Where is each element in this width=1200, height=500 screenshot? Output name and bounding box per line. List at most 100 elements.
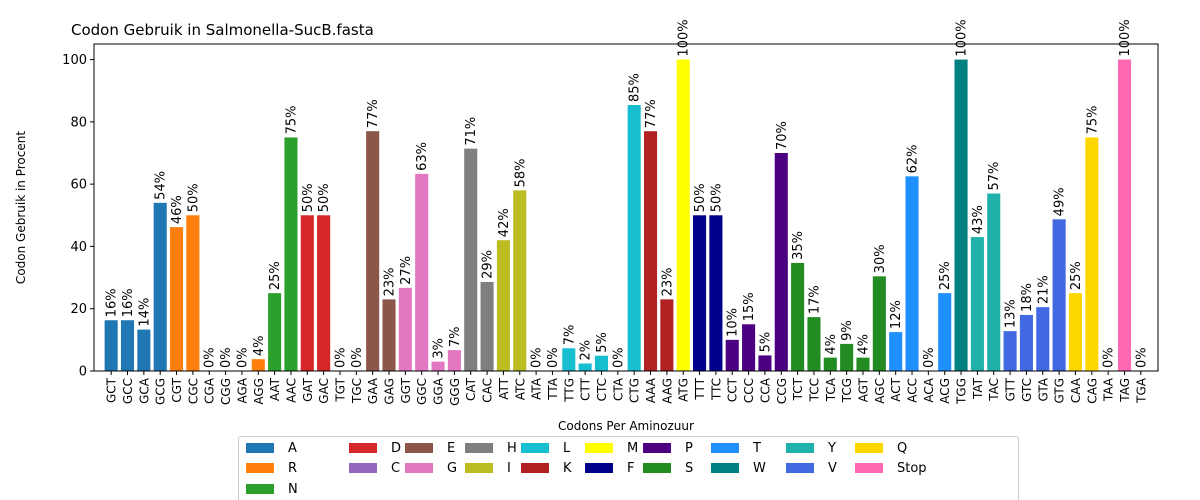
bar-value-label: 50%: [186, 183, 201, 212]
legend-label: I: [507, 460, 511, 476]
bar-TCG: [840, 343, 854, 371]
legend-label: D: [391, 440, 402, 456]
bar-value-label: 0%: [546, 347, 561, 368]
bar-CCT: [725, 339, 739, 371]
legend-label: K: [563, 460, 572, 476]
bar-CTT: [578, 363, 592, 371]
legend-item-e: E: [405, 440, 455, 456]
bar-AGC: [872, 276, 886, 371]
bar-labels-group: 16% 16% 14%54%46% 50%0% 0% 0%4%25%75%50% 50%0%…: [105, 19, 1150, 368]
legend-item-n: N: [246, 481, 298, 497]
bar-value-label: 50%: [301, 183, 316, 212]
bar-value-label: 23%: [383, 267, 398, 296]
bar-value-label: 0%: [333, 347, 348, 368]
legend-swatch: [643, 463, 671, 473]
bar-value-label: 0%: [1134, 347, 1149, 368]
bar-value-label: 25%: [1069, 261, 1084, 290]
bar-GGT: [398, 287, 412, 371]
bar-value-label: 17%: [807, 285, 822, 314]
bar-value-label: 21%: [1036, 275, 1051, 304]
legend-item-k: K: [521, 460, 572, 476]
legend-label: V: [828, 460, 837, 476]
legend-label: T: [753, 440, 761, 456]
x-tick-label: AAA: [644, 377, 658, 403]
legend-label: H: [507, 440, 517, 456]
bar-value-label: 3%: [432, 338, 447, 359]
plot-frame: [93, 43, 1159, 372]
y-tick-label: 80: [70, 115, 87, 130]
x-tick-label: GGT: [399, 377, 413, 403]
bar-value-label: 13%: [1004, 299, 1019, 328]
legend-item-y: Y: [786, 440, 836, 456]
bar-CAA: [1068, 293, 1082, 371]
x-tick-label: CAG: [1085, 378, 1099, 404]
x-tick-label: ATC: [513, 378, 527, 400]
bar-GTC: [1019, 314, 1033, 371]
bar-value-label: 62%: [906, 144, 921, 173]
bar-value-label: 10%: [726, 308, 741, 337]
bar-value-label: 50%: [693, 183, 708, 212]
x-tick-label: GCG: [154, 378, 168, 405]
bar-GAC: [317, 215, 331, 371]
legend-item-d: D: [349, 440, 401, 456]
bar-GTG: [1052, 219, 1066, 371]
bar-TAG: [1117, 59, 1132, 371]
bar-value-label: 29%: [481, 250, 496, 279]
bar-ACT: [889, 332, 903, 371]
bar-AGT: [856, 357, 870, 371]
bar-ATC: [513, 190, 527, 371]
x-tick-label: AAC: [284, 378, 298, 403]
bar-GGA: [431, 361, 445, 371]
bar-TAC: [987, 193, 1001, 371]
legend-label: F: [627, 460, 635, 476]
bar-value-label: 0%: [611, 347, 626, 368]
x-tick-label: AGT: [856, 377, 870, 402]
x-tick-label: TCC: [807, 378, 821, 402]
bar-ACG: [938, 293, 952, 371]
bar-value-label: 4%: [824, 334, 839, 355]
legend-label: Stop: [897, 460, 927, 476]
x-tick-label: CCG: [775, 378, 789, 404]
x-tick-label: GAC: [317, 378, 331, 404]
legend-label: G: [447, 460, 458, 476]
x-tick-label: ATT: [497, 377, 511, 399]
bar-value-label: 25%: [268, 261, 283, 290]
bar-value-label: 71%: [464, 117, 479, 146]
x-tick-label: TCA: [824, 377, 838, 402]
bar-AAC: [284, 137, 298, 371]
chart-title: Codon Gebruik in Salmonella-SucB.fasta: [71, 21, 374, 39]
bar-CCA: [758, 355, 772, 371]
x-tick-label: ACA: [922, 377, 936, 402]
bar-value-label: 25%: [938, 261, 953, 290]
bar-GTT: [1003, 331, 1017, 371]
legend-swatch: [405, 443, 433, 453]
bar-GCA: [137, 329, 151, 371]
legend-swatch: [855, 443, 883, 453]
x-tick-label: GTA: [1036, 377, 1050, 401]
x-tick-label: TAC: [987, 378, 1001, 402]
bar-value-label: 23%: [660, 267, 675, 296]
legend-swatch: [246, 484, 274, 494]
x-tick-label: AGA: [235, 377, 249, 403]
bar-TTG: [562, 348, 576, 371]
x-tick-label: CGA: [203, 377, 217, 404]
legend-label: C: [391, 460, 401, 476]
bar-CTC: [594, 355, 609, 371]
x-tick-label: TAA: [1102, 377, 1116, 402]
bar-CAC: [480, 281, 494, 371]
y-tick-label: 40: [70, 240, 87, 255]
bar-TTC: [709, 215, 723, 371]
bar-value-label: 49%: [1053, 187, 1068, 216]
bar-value-label: 0%: [235, 347, 250, 368]
bar-CAG: [1085, 137, 1099, 371]
bar-TCT: [791, 262, 805, 371]
x-tick-label: TTT: [693, 377, 707, 400]
legend-label: N: [288, 481, 298, 497]
legend-label: A: [288, 440, 297, 456]
x-tick-label: AGG: [252, 378, 266, 405]
legend-label: W: [753, 460, 766, 476]
x-tick-label: GAT: [301, 377, 315, 402]
legend-swatch: [521, 443, 549, 453]
x-tick-label: TTC: [709, 378, 723, 401]
